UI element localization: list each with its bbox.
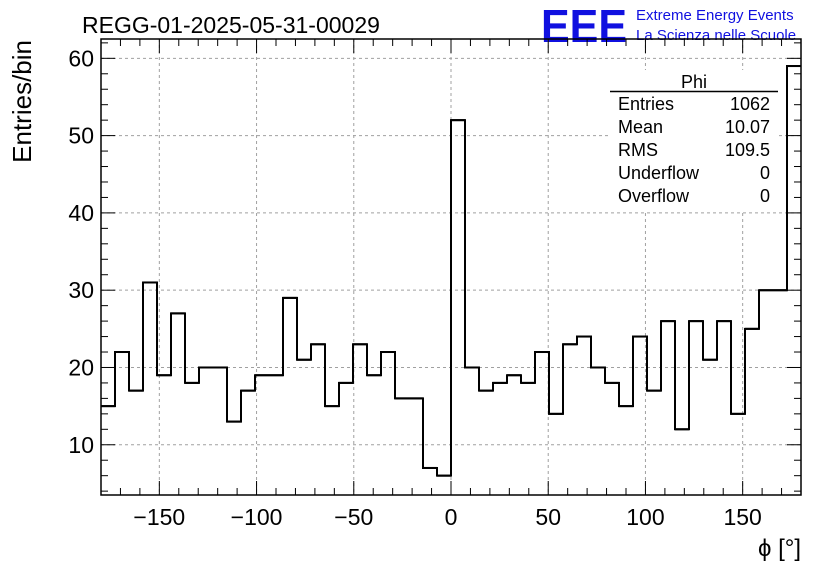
chart-title: REGG-01-2025-05-31-00029 [82,12,380,38]
stats-box: Phi Entries 1062 Mean 10.07 RMS 109.5 Underflo… [610,70,778,210]
x-tick-label: 100 [626,504,664,530]
stats-row-value: 0 [760,186,770,206]
stats-row-value: 109.5 [725,140,770,160]
y-tick-label: 30 [68,277,94,303]
stats-box-title: Phi [681,72,707,92]
stats-row-label: Overflow [618,186,690,206]
y-tick-label: 60 [68,45,94,71]
x-tick-label: 150 [723,504,761,530]
stats-row-value: 10.07 [725,117,770,137]
stats-row-label: Mean [618,117,663,137]
x-tick-labels: −150 −100 −50 0 50 100 150 [133,504,761,530]
y-tick-labels: 10 20 30 40 50 60 [68,45,94,457]
x-tick-label: −150 [133,504,185,530]
y-tick-label: 20 [68,354,94,380]
logo-line-2: La Scienza nelle Scuole [636,27,796,44]
eee-logo: EEE Extreme Energy Events La Scienza nel… [541,0,796,52]
stats-row-label: RMS [618,140,658,160]
plot-frame [100,38,802,496]
stats-rows: Entries 1062 Mean 10.07 RMS 109.5 Underflow 0 Ov… [618,94,770,206]
stats-row-label: Underflow [618,163,700,183]
y-axis-label: Entries/bin [7,40,37,163]
logo-mark: EEE [541,0,627,52]
histogram-bins [101,65,801,477]
y-tick-label: 40 [68,200,94,226]
stats-row-value: 1062 [730,94,770,114]
stats-row-label: Entries [618,94,674,114]
logo-line-1: Extreme Energy Events [636,7,794,24]
x-tick-label: 0 [445,504,458,530]
axis-ticks [101,39,801,495]
x-tick-label: −100 [231,504,283,530]
y-tick-label: 50 [68,123,94,149]
x-tick-label: −50 [334,504,373,530]
y-tick-label: 10 [68,432,94,458]
stats-row-value: 0 [760,163,770,183]
x-tick-label: 50 [535,504,561,530]
x-axis-label: ϕ [°] [758,535,801,562]
stats-box-background [610,70,778,210]
